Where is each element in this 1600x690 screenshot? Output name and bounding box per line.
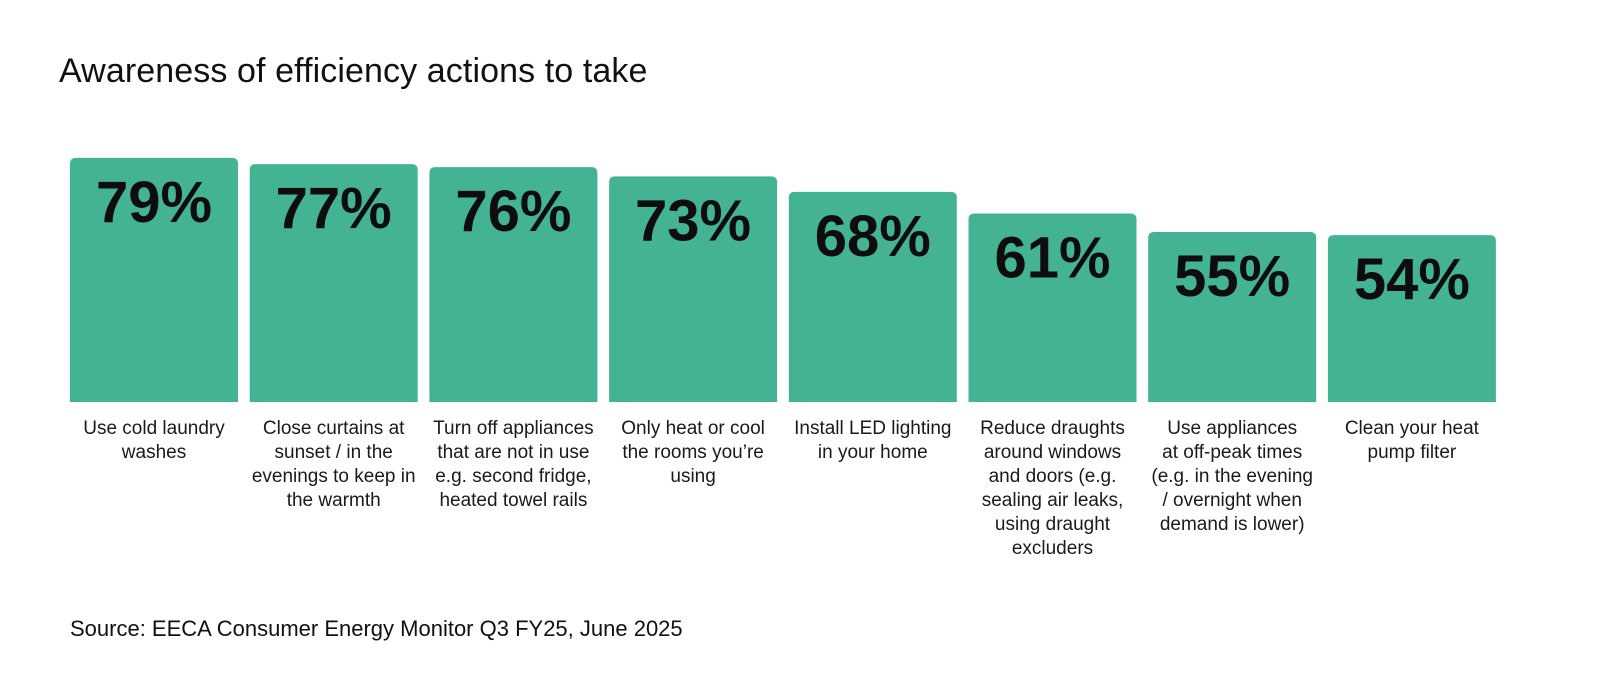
bar [788, 191, 957, 402]
category-label: Turn off appliances that are not in use e.… [433, 418, 594, 511]
category-label: Only heat or cool the rooms you’re using [621, 418, 765, 487]
bar [968, 213, 1137, 402]
bar [609, 176, 778, 402]
bar-value-label: 61% [994, 226, 1110, 291]
category-label: Close curtains at sunset / in the evenings… [251, 418, 416, 511]
category-label: Clean your heat pump filter [1344, 418, 1479, 463]
category-label: Install LED lighting in your home [794, 418, 952, 463]
bar [249, 164, 418, 402]
bar-value-label: 73% [635, 188, 751, 253]
chart-title: Awareness of efficiency actions to take [59, 52, 648, 90]
category-label: Use appliances at off-peak times (e.g. in … [1151, 418, 1313, 535]
bar [1148, 232, 1317, 402]
bar-value-label: 55% [1174, 244, 1290, 309]
bar-chart: 79% 77% 76% 73% 68% 61% 55% 54% [70, 157, 1496, 402]
bar-value-label: 76% [455, 179, 571, 244]
source-note: Source: EECA Consumer Energy Monitor Q3 … [70, 616, 683, 641]
bar [1327, 235, 1496, 402]
bar-value-label: 68% [815, 204, 931, 269]
category-label: Reduce draughts around windows and doors (… [980, 418, 1125, 559]
bar-value-label: 79% [96, 170, 212, 235]
category-label: Use cold laundry washes [83, 418, 225, 463]
bar [429, 167, 598, 402]
bar [70, 157, 238, 402]
bar-value-label: 54% [1354, 247, 1470, 312]
bar-value-label: 77% [276, 176, 392, 241]
